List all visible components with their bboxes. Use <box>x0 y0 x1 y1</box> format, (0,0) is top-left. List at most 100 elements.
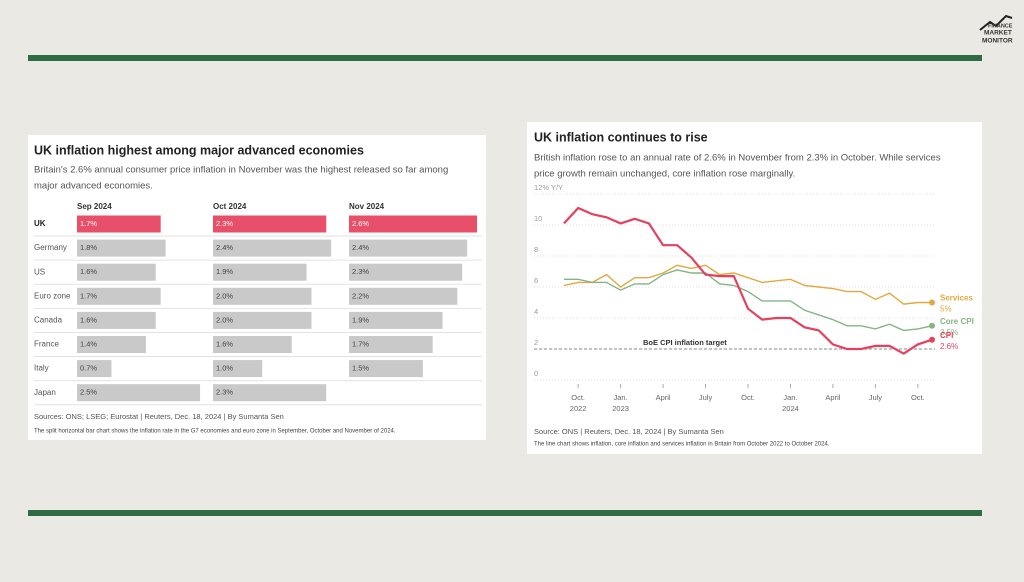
target-label: BoE CPI inflation target <box>643 338 727 347</box>
bar <box>77 311 156 329</box>
bar <box>77 384 201 402</box>
x-tick-label-line: Jan. <box>783 393 797 402</box>
note: The line chart shows inflation, core inf… <box>534 442 830 448</box>
line <box>563 264 932 305</box>
series-end-label: 2.6% <box>940 342 958 351</box>
category-label: Euro zone <box>34 291 71 300</box>
bar <box>213 263 307 281</box>
series-label: Core CPI <box>940 317 974 326</box>
x-tick-label: April <box>656 393 671 402</box>
source: Source: ONS | Reuters, Dec. 18, 2024 | B… <box>534 427 724 436</box>
logo-text: FINANCE <box>988 23 1013 29</box>
x-tick-label-line: Jan. <box>614 393 628 402</box>
panel-header: Nov 2024 <box>349 202 385 211</box>
chart-subtitle: British inflation rose to an annual rate… <box>534 153 941 164</box>
note: The split horizontal bar chart shows the… <box>34 429 396 435</box>
bar <box>213 311 312 329</box>
x-tick-label-line: 2022 <box>570 404 587 413</box>
bar <box>349 239 468 257</box>
value-label: 2.4% <box>216 243 233 252</box>
top-rule <box>28 55 982 61</box>
y-tick-label: 10 <box>534 214 542 223</box>
logo-arrow <box>979 14 1013 31</box>
value-label: 2.3% <box>352 267 369 276</box>
bar <box>213 239 332 257</box>
y-tick-label: 6 <box>534 276 538 285</box>
bar <box>349 336 433 353</box>
bar <box>77 239 166 257</box>
y-tick-label: 8 <box>534 245 538 254</box>
y-tick-label: 12% Y/Y <box>534 183 563 192</box>
x-tick-label: Oct. <box>741 393 755 402</box>
value-label: 1.9% <box>352 315 369 324</box>
bar <box>213 336 292 353</box>
x-tick-label-line: 2023 <box>612 404 629 413</box>
bar <box>349 287 458 305</box>
bar <box>213 384 327 402</box>
category-label: UK <box>34 219 46 228</box>
bar <box>77 287 161 305</box>
x-tick-label-line: April <box>825 393 840 402</box>
value-label: 2.0% <box>216 315 233 324</box>
value-label: 1.9% <box>216 267 233 276</box>
value-label: 1.6% <box>80 267 97 276</box>
category-label: Italy <box>34 364 49 373</box>
x-tick-label: Jan. 2024 <box>782 393 799 413</box>
bar <box>213 215 327 233</box>
bar <box>349 263 463 281</box>
value-label: 0.7% <box>80 364 97 373</box>
chart-subtitle: major advanced economies. <box>34 181 153 192</box>
end-dot <box>929 322 935 329</box>
panel-header: Sep 2024 <box>77 202 112 211</box>
end-dot <box>929 336 935 343</box>
chart-subtitle: Britain's 2.6% annual consumer price inf… <box>34 165 448 176</box>
line <box>563 206 933 355</box>
value-label: 1.7% <box>80 291 97 300</box>
value-label: 2.4% <box>352 243 369 252</box>
bar <box>77 263 156 281</box>
value-label: 2.6% <box>352 219 369 228</box>
bar <box>213 360 263 378</box>
series-end-label: 3.5% <box>940 328 958 337</box>
logo-text: MARKET <box>984 30 1012 37</box>
x-tick-label-line: July <box>699 393 713 402</box>
value-label: 1.7% <box>80 219 97 228</box>
value-label: 2.0% <box>216 291 233 300</box>
x-tick-label-line: April <box>656 393 671 402</box>
x-tick-label: July <box>699 393 713 402</box>
x-tick-label-line: Oct. <box>911 393 925 402</box>
category-label: France <box>34 340 59 349</box>
value-label: 1.6% <box>216 339 233 348</box>
card <box>527 122 982 454</box>
category-label: US <box>34 267 45 276</box>
x-tick-label-line: Oct. <box>571 393 585 402</box>
bar <box>77 336 146 353</box>
category-label: Canada <box>34 316 63 325</box>
value-label: 1.4% <box>80 339 97 348</box>
x-tick-label-line: July <box>869 393 883 402</box>
value-label: 1.6% <box>80 315 97 324</box>
value-label: 2.3% <box>216 219 233 228</box>
chart-subtitle: price growth remain unchanged, core infl… <box>534 169 795 180</box>
value-label: 2.2% <box>352 291 369 300</box>
x-tick-label-line: 2024 <box>782 404 799 413</box>
x-tick-label-line: Oct. <box>741 393 755 402</box>
category-label: Japan <box>34 388 56 397</box>
value-label: 2.5% <box>80 388 97 397</box>
source: Sources: ONS; LSEG; Eurostat | Reuters, … <box>34 412 284 421</box>
value-label: 1.7% <box>352 339 369 348</box>
y-tick-label: 4 <box>534 307 538 316</box>
value-label: 1.0% <box>216 364 233 373</box>
x-tick-label: Jan. 2023 <box>612 393 629 413</box>
y-tick-label: 0 <box>534 369 538 378</box>
value-label: 1.5% <box>352 364 369 373</box>
chart-title: UK inflation continues to rise <box>534 130 708 144</box>
bottom-rule <box>28 510 982 516</box>
end-dot <box>929 299 935 306</box>
bar <box>77 360 112 378</box>
x-tick-label: Oct. 2022 <box>570 393 587 413</box>
bar <box>349 215 477 233</box>
bar <box>77 215 161 233</box>
bar <box>213 287 312 305</box>
series-end-label: 5% <box>940 305 952 314</box>
